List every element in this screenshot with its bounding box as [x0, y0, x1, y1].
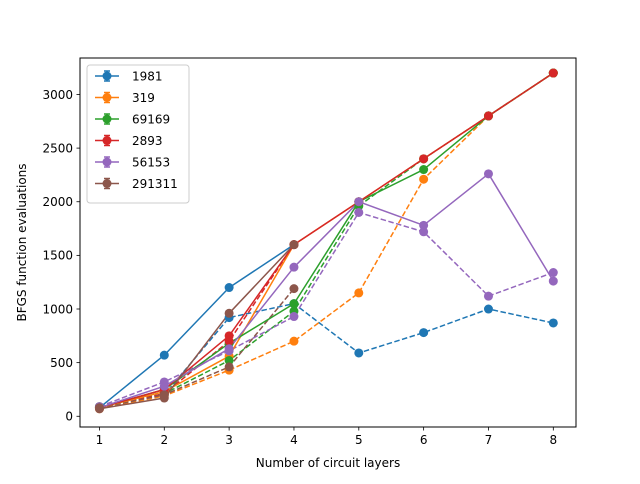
x-tick-label: 7 [485, 433, 493, 447]
data-point [289, 240, 299, 250]
plot-layer [94, 68, 558, 414]
data-point [159, 393, 169, 403]
legend-marker [102, 71, 112, 81]
legend-marker [102, 114, 112, 124]
y-axis: 0 500 1000 1500 2000 2500 3000 [42, 88, 80, 424]
x-axis-label: Number of circuit layers [256, 456, 400, 470]
data-point [548, 276, 558, 286]
data-point [548, 318, 558, 328]
data-point [94, 404, 104, 414]
legend-frame [86, 64, 190, 204]
data-point [354, 348, 364, 358]
y-tick-label: 2500 [42, 141, 73, 155]
data-point [224, 355, 234, 365]
data-point [419, 220, 429, 230]
data-point [419, 154, 429, 164]
series-line [99, 244, 295, 410]
x-tick-label: 2 [160, 433, 168, 447]
data-point [354, 288, 364, 298]
x-tick-label: 1 [96, 433, 104, 447]
series-line [99, 72, 554, 409]
data-point [419, 328, 429, 338]
series-line-dashed [99, 211, 554, 408]
data-point [224, 308, 234, 318]
y-tick-label: 3000 [42, 88, 73, 102]
x-tick-label: 4 [290, 433, 298, 447]
data-point [224, 344, 234, 354]
data-point [289, 312, 299, 322]
x-tick-label: 6 [420, 433, 428, 447]
plot-frame [79, 57, 577, 428]
data-point [483, 291, 493, 301]
data-point [419, 165, 429, 175]
legend-label: 319 [132, 91, 155, 105]
legend-marker [102, 157, 112, 167]
series-line-dashed [99, 288, 295, 409]
data-point [548, 268, 558, 278]
legend-label: 2893 [132, 134, 163, 148]
legend-marker [102, 136, 112, 145]
y-tick-label: 500 [50, 356, 73, 370]
y-tick-label: 1500 [42, 249, 73, 263]
series-line [99, 173, 554, 409]
data-point [159, 381, 169, 391]
x-tick-label: 5 [355, 433, 363, 447]
y-tick-label: 0 [65, 410, 73, 424]
data-point [224, 283, 234, 293]
x-tick-label: 8 [549, 433, 557, 447]
data-point [354, 197, 364, 207]
y-tick-label: 2000 [42, 195, 73, 209]
data-point [354, 207, 364, 217]
series-line [99, 243, 295, 409]
legend-label: 291311 [132, 177, 178, 191]
data-point [483, 169, 493, 179]
data-point [224, 362, 234, 372]
legend-marker [102, 179, 112, 188]
data-point [289, 284, 299, 294]
data-point [289, 336, 299, 346]
data-point [289, 262, 299, 272]
y-tick-label: 1000 [42, 302, 73, 316]
y-axis-label: BFGS function evaluations [15, 163, 29, 321]
data-point [483, 304, 493, 314]
data-point [483, 111, 493, 121]
legend-marker [102, 93, 112, 102]
x-tick-label: 3 [225, 433, 233, 447]
x-axis: 1 2 3 4 5 6 7 8 [96, 427, 557, 447]
data-point [224, 331, 234, 341]
legend: 1981 319 69169 2893 56153 291311 [86, 64, 190, 204]
data-point [548, 68, 558, 78]
legend-label: 1981 [132, 69, 163, 83]
data-point [289, 299, 299, 309]
data-point [419, 174, 429, 184]
legend-label: 56153 [132, 155, 170, 169]
data-point [419, 227, 429, 237]
data-point [159, 350, 169, 360]
legend-label: 69169 [132, 112, 170, 126]
